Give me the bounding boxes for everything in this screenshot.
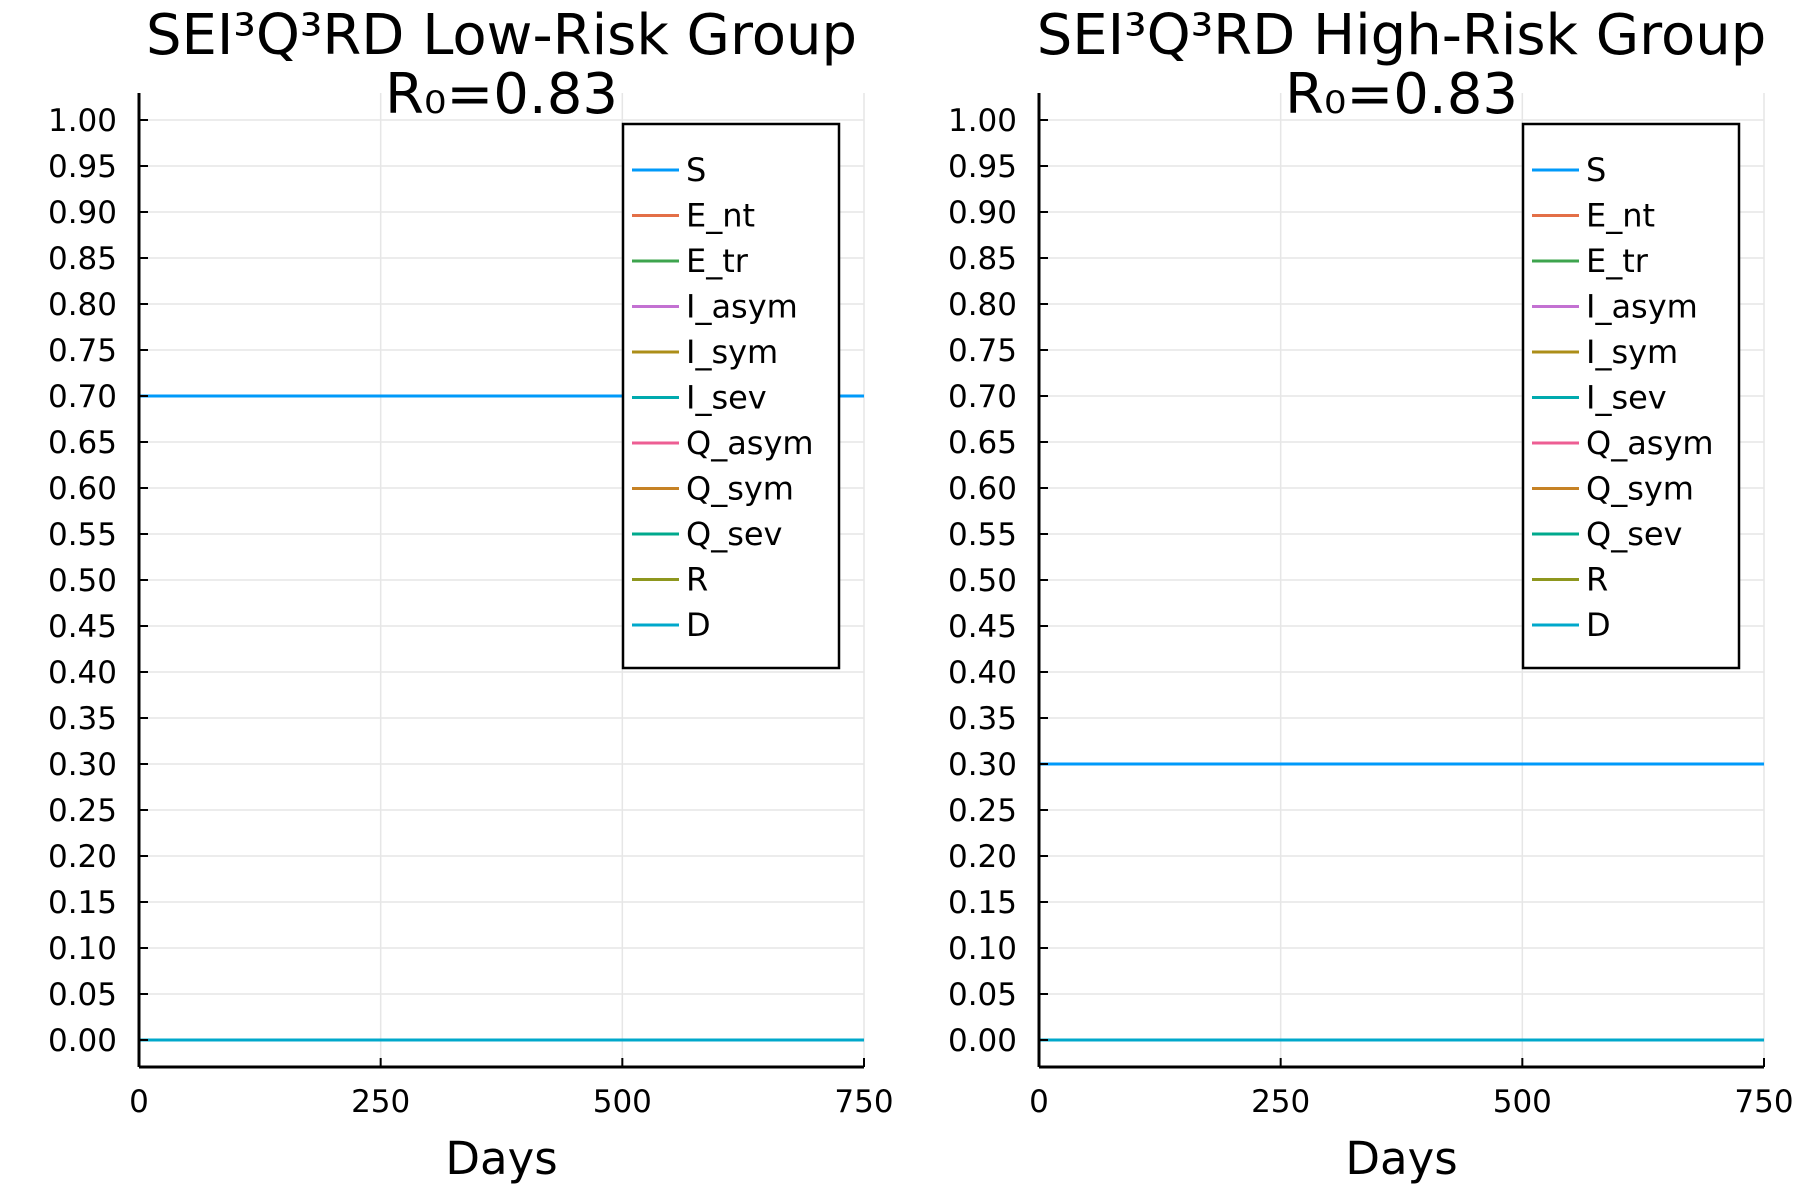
y-tick-label: 0.35 [48, 701, 117, 737]
y-tick-label: 0.15 [48, 885, 117, 921]
chart-panel-1: 0.00 0.05 0.10 0.15 0.20 0.25 0.30 0.35 0.40 0.45… [48, 3, 894, 1185]
legend-label: Q_sym [1586, 470, 1694, 508]
y-tick-label: 0.45 [48, 609, 117, 645]
y-tick-label: 0.95 [48, 149, 117, 185]
legend-label: R [686, 561, 708, 599]
legend-label: Q_sym [686, 470, 794, 508]
x-tick-label: 500 [593, 1084, 652, 1120]
y-tick-label: 0.05 [48, 977, 117, 1013]
y-tick-label: 0.25 [948, 793, 1017, 829]
x-tick-label: 0 [129, 1084, 149, 1120]
chart-title: SEI³Q³RD High-Risk Group [1037, 3, 1767, 68]
y-tick-label: 0.15 [948, 885, 1017, 921]
x-tick-label: 750 [834, 1084, 893, 1120]
legend-label: I_asym [686, 288, 798, 326]
y-tick-label: 0.90 [48, 195, 117, 231]
y-tick-label: 0.55 [948, 517, 1017, 553]
y-tick-label: 0.05 [948, 977, 1017, 1013]
x-tick-label: 500 [1493, 1084, 1552, 1120]
y-tick-label: 0.75 [948, 333, 1017, 369]
y-tick-label: 0.60 [48, 471, 117, 507]
legend-label: Q_sev [1586, 515, 1682, 553]
chart-title: SEI³Q³RD Low-Risk Group [146, 3, 857, 68]
y-tick-label: 0.00 [48, 1023, 117, 1059]
y-tick-label: 0.65 [48, 425, 117, 461]
legend-label: I_sev [686, 379, 767, 417]
legend: S E_nt E_tr I_asym I_sym I_sev Q_asym Q_sym Q_se… [621, 122, 841, 670]
legend-label: Q_asym [686, 424, 814, 462]
legend-label: E_nt [686, 197, 755, 235]
x-axis-label: Days [445, 1132, 557, 1185]
legend-label: R [1586, 561, 1608, 599]
y-tick-label: 0.95 [948, 149, 1017, 185]
y-tick-label: 0.40 [948, 655, 1017, 691]
y-tick-label: 0.00 [948, 1023, 1017, 1059]
x-tick-label: 750 [1734, 1084, 1793, 1120]
y-tick-label: 0.20 [48, 839, 117, 875]
y-tick-label: 0.30 [948, 747, 1017, 783]
y-tick-label: 0.25 [48, 793, 117, 829]
chart-subtitle: R₀=0.83 [385, 62, 618, 127]
legend-label: I_sym [1586, 333, 1678, 371]
legend-label: I_sev [1586, 379, 1667, 417]
y-tick-label: 0.80 [48, 287, 117, 323]
y-tick-label: 0.85 [48, 241, 117, 277]
legend-label: Q_sev [686, 515, 782, 553]
legend-label: E_nt [1586, 197, 1655, 235]
y-tick-label: 0.20 [948, 839, 1017, 875]
y-tick-label: 0.70 [48, 379, 117, 415]
y-tick-label: 0.70 [948, 379, 1017, 415]
y-tick-label: 1.00 [48, 103, 117, 139]
y-tick-label: 0.45 [948, 609, 1017, 645]
y-tick-label: 0.10 [48, 931, 117, 967]
legend-label: D [686, 606, 711, 644]
x-axis-label: Days [1345, 1132, 1457, 1185]
legend-label: I_asym [1586, 288, 1698, 326]
x-tick-label: 0 [1029, 1084, 1049, 1120]
chart-subtitle: R₀=0.83 [1285, 62, 1518, 127]
y-tick-label: 0.65 [948, 425, 1017, 461]
legend-label: D [1586, 606, 1611, 644]
y-tick-label: 0.10 [948, 931, 1017, 967]
legend-label: I_sym [686, 333, 778, 371]
legend-label: Q_asym [1586, 424, 1714, 462]
y-tick-label: 0.90 [948, 195, 1017, 231]
chart-panel-2: 0.00 0.05 0.10 0.15 0.20 0.25 0.30 0.35 0.40 0.45… [948, 3, 1794, 1185]
y-tick-label: 0.60 [948, 471, 1017, 507]
y-tick-label: 0.85 [948, 241, 1017, 277]
y-tick-label: 0.30 [48, 747, 117, 783]
legend: S E_nt E_tr I_asym I_sym I_sev Q_asym Q_sym Q_se… [1521, 122, 1741, 670]
y-tick-label: 0.50 [948, 563, 1017, 599]
x-tick-label: 250 [1251, 1084, 1310, 1120]
y-tick-label: 0.50 [48, 563, 117, 599]
y-tick-label: 0.55 [48, 517, 117, 553]
legend-label: S [1586, 151, 1606, 189]
y-tick-label: 0.75 [48, 333, 117, 369]
legend-label: E_tr [686, 242, 749, 280]
y-tick-label: 0.40 [48, 655, 117, 691]
y-tick-label: 0.35 [948, 701, 1017, 737]
x-tick-label: 250 [351, 1084, 410, 1120]
legend-label: S [686, 151, 706, 189]
y-tick-label: 1.00 [948, 103, 1017, 139]
legend-label: E_tr [1586, 242, 1649, 280]
y-tick-label: 0.80 [948, 287, 1017, 323]
